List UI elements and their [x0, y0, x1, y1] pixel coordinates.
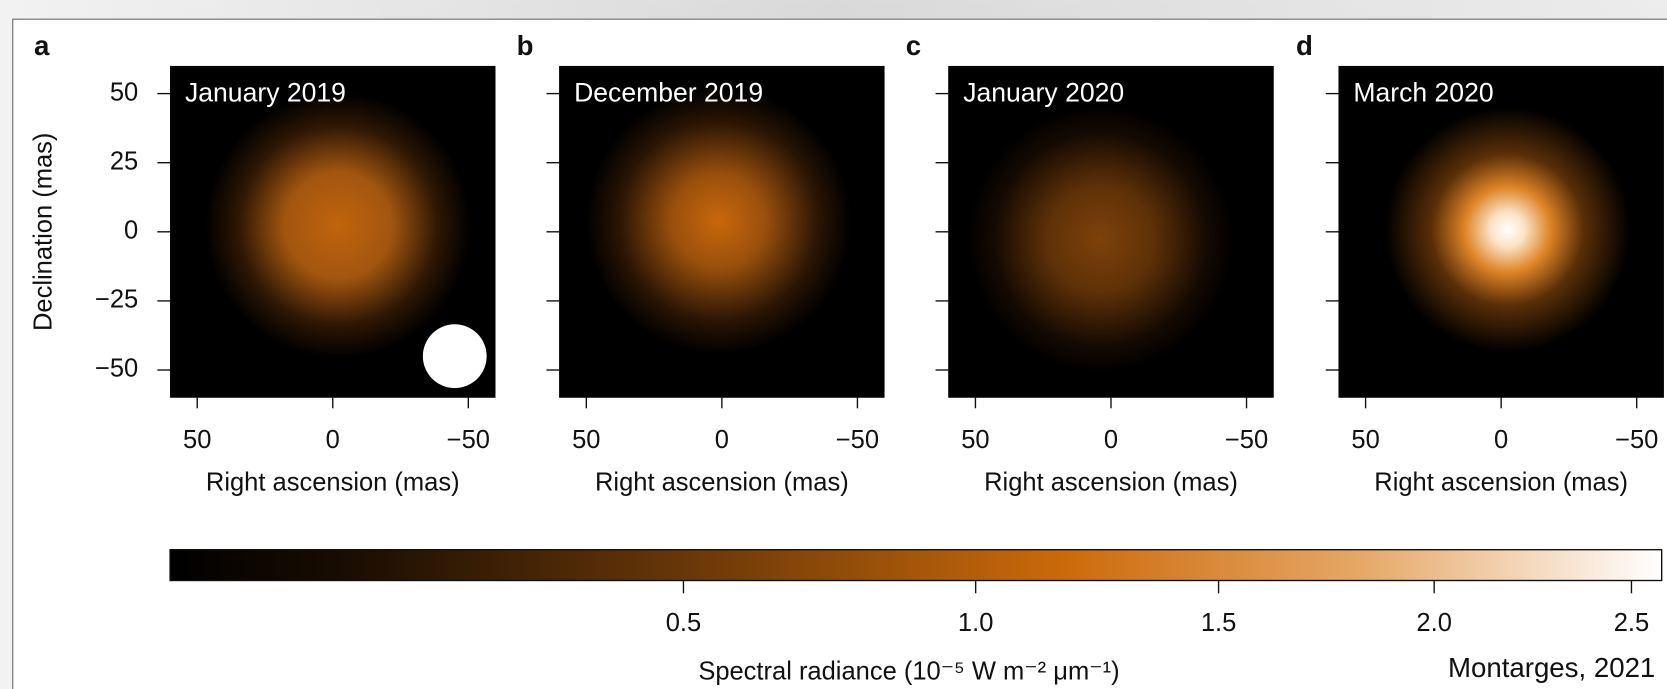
x-tick-label: 0: [1494, 426, 1508, 454]
colorbar-tick-label: 2.0: [1416, 609, 1451, 637]
x-axis-label: Right ascension (mas): [1374, 469, 1628, 497]
colorbar-label: Spectral radiance (10⁻⁵ W m⁻² μm⁻¹): [698, 658, 1119, 686]
colorbar-tick-label: 0.5: [666, 609, 701, 637]
panel-label: d: [1296, 30, 1313, 61]
image-blob: [559, 65, 885, 398]
y-tick-label: −25: [95, 286, 138, 314]
colorbar-tick-label: 1.0: [958, 609, 993, 637]
image-blob: [948, 65, 1274, 398]
x-tick-label: 0: [326, 426, 340, 454]
x-tick-label: −50: [836, 426, 879, 454]
x-tick-label: 0: [715, 426, 729, 454]
x-tick-label: −50: [1615, 426, 1658, 454]
x-tick-label: 50: [961, 426, 989, 454]
y-tick-label: −50: [95, 355, 138, 383]
panel-title: January 2019: [185, 78, 346, 108]
x-axis-label: Right ascension (mas): [984, 469, 1238, 497]
y-tick-label: 50: [110, 78, 138, 106]
x-tick-label: 50: [572, 426, 600, 454]
colorbar-tick-label: 1.5: [1201, 609, 1236, 637]
y-tick-label: 0: [124, 217, 138, 245]
x-tick-label: 0: [1104, 426, 1118, 454]
x-tick-label: 50: [183, 426, 211, 454]
beam: [422, 324, 487, 389]
panel-label: a: [34, 30, 50, 61]
panel-label: c: [906, 30, 921, 61]
x-tick-label: −50: [1225, 426, 1268, 454]
x-axis-label: Right ascension (mas): [206, 469, 460, 497]
panel-title: March 2020: [1353, 78, 1493, 108]
x-axis-label: Right ascension (mas): [595, 469, 849, 497]
image-blob: [1338, 65, 1664, 398]
panel-label: b: [517, 30, 534, 61]
y-tick-label: 25: [110, 147, 138, 175]
x-tick-label: 50: [1351, 426, 1379, 454]
colorbar: [169, 548, 1663, 582]
panel-title: December 2019: [574, 78, 763, 108]
x-tick-label: −50: [447, 426, 490, 454]
y-axis-label: Declination (mas): [29, 133, 57, 331]
colorbar-tick-label: 2.5: [1614, 609, 1649, 637]
credit: Montarges, 2021: [1448, 652, 1655, 683]
panel-title: January 2020: [963, 78, 1124, 108]
